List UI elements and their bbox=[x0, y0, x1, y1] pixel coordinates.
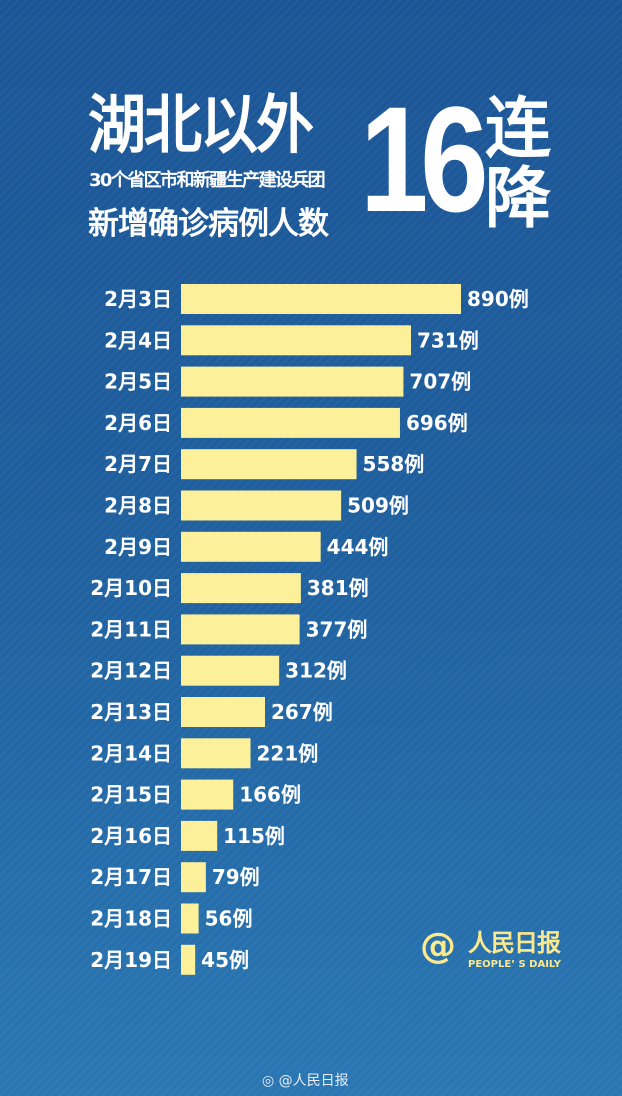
title-line2: 30个省区市和新疆生产建设兵团 bbox=[89, 170, 326, 191]
bar bbox=[181, 284, 461, 314]
category-label: 2月18日 bbox=[90, 907, 172, 931]
value-label: 558例 bbox=[363, 452, 425, 476]
value-label: 267例 bbox=[271, 700, 333, 724]
category-label: 2月8日 bbox=[104, 494, 172, 518]
bar bbox=[181, 903, 199, 934]
category-label: 2月16日 bbox=[90, 824, 172, 848]
value-label: 890例 bbox=[467, 287, 529, 311]
watermark-text: @人民日报 bbox=[278, 1073, 349, 1089]
title-line3: 新增确诊病例人数 bbox=[88, 206, 329, 242]
category-label: 2月11日 bbox=[90, 617, 172, 641]
category-label: 2月10日 bbox=[90, 576, 172, 600]
logo-english: PEOPLE’ S DAILY bbox=[468, 959, 561, 970]
category-label: 2月15日 bbox=[90, 783, 172, 807]
title-line1: 湖北以外 bbox=[88, 87, 314, 163]
category-label: 2月7日 bbox=[104, 452, 172, 476]
watermark: ◎ @人民日报 bbox=[262, 1070, 349, 1090]
logo-name: 人民日报 bbox=[468, 929, 561, 957]
at-icon: @ bbox=[420, 926, 456, 967]
value-label: 731例 bbox=[417, 328, 479, 352]
weibo-icon: ◎ bbox=[262, 1073, 275, 1089]
value-label: 45例 bbox=[201, 948, 249, 972]
value-label: 707例 bbox=[409, 370, 471, 394]
value-label: 509例 bbox=[347, 494, 409, 518]
bar bbox=[181, 325, 411, 356]
bar bbox=[181, 490, 342, 521]
bar bbox=[181, 655, 280, 686]
category-label: 2月5日 bbox=[104, 370, 172, 394]
value-label: 377例 bbox=[306, 617, 368, 641]
bar bbox=[181, 366, 404, 397]
value-label: 221例 bbox=[257, 741, 319, 765]
bar bbox=[181, 944, 196, 975]
category-label: 2月3日 bbox=[104, 287, 172, 311]
value-label: 444例 bbox=[327, 535, 389, 559]
category-label: 2月12日 bbox=[90, 659, 172, 683]
category-label: 2月14日 bbox=[90, 741, 172, 765]
value-label: 56例 bbox=[205, 907, 253, 931]
category-label: 2月6日 bbox=[104, 411, 172, 435]
value-label: 381例 bbox=[307, 576, 369, 600]
bar bbox=[181, 738, 251, 769]
category-label: 2月4日 bbox=[104, 328, 172, 352]
bar bbox=[181, 407, 400, 438]
bar bbox=[181, 614, 300, 645]
value-label: 79例 bbox=[212, 865, 260, 889]
bar bbox=[181, 820, 218, 851]
value-label: 696例 bbox=[406, 411, 468, 435]
value-label: 312例 bbox=[285, 659, 347, 683]
value-label: 166例 bbox=[239, 783, 301, 807]
bar bbox=[181, 573, 301, 604]
bar bbox=[181, 531, 321, 562]
side-text: 连降 bbox=[485, 90, 551, 237]
value-label: 115例 bbox=[223, 824, 285, 848]
bar bbox=[181, 862, 206, 893]
bar bbox=[181, 449, 357, 480]
bar-chart: 2月3日 890例 2月4日 731例 2月5日 707例 2月6日 696例 2月7日 558例… bbox=[90, 284, 529, 975]
category-label: 2月19日 bbox=[90, 948, 172, 972]
bar bbox=[181, 779, 234, 810]
category-label: 2月13日 bbox=[90, 700, 172, 724]
category-label: 2月17日 bbox=[90, 865, 172, 889]
category-label: 2月9日 bbox=[104, 535, 172, 559]
bar bbox=[181, 697, 265, 727]
big-number: 16 bbox=[360, 75, 489, 243]
